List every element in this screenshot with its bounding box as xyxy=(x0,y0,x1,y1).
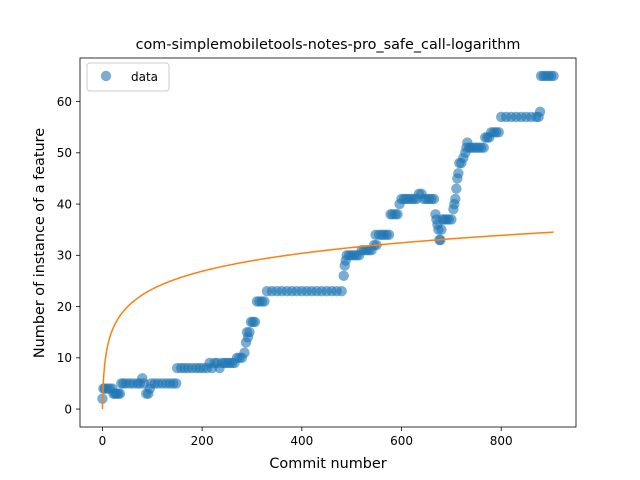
data-point-153 xyxy=(478,142,489,153)
data-point-81 xyxy=(336,285,347,297)
legend: data xyxy=(86,62,170,92)
data-point-140 xyxy=(453,168,464,179)
x-tick-label: 800 xyxy=(490,434,513,448)
data-point-107 xyxy=(392,209,403,220)
y-tick-label: 30 xyxy=(57,249,72,263)
legend-marker-data xyxy=(100,70,112,82)
y-tick-label: 10 xyxy=(57,351,72,365)
y-tick-label: 20 xyxy=(57,300,72,314)
legend-entry-data: data xyxy=(131,70,158,84)
data-point-10 xyxy=(114,388,126,399)
data-point-129 xyxy=(436,224,447,235)
x-tick-label: 0 xyxy=(99,434,107,448)
chart-title: com-simplemobiletools-notes-pro_safe_cal… xyxy=(136,37,521,53)
data-point-65 xyxy=(259,296,270,307)
data-point-137 xyxy=(450,193,461,205)
plot-frame xyxy=(79,57,577,428)
data-point-103 xyxy=(383,229,395,241)
data-point-138 xyxy=(451,183,462,194)
y-tick-label: 0 xyxy=(64,402,72,416)
data-point-82 xyxy=(338,270,349,282)
x-tick-label: 600 xyxy=(390,434,413,448)
data-point-58 xyxy=(244,326,255,338)
x-axis-label: Commit number xyxy=(269,456,386,472)
data-point-176 xyxy=(548,70,559,82)
y-tick-label: 60 xyxy=(57,95,72,109)
data-point-54 xyxy=(239,347,250,358)
y-axis-label: Number of instance of a feature xyxy=(32,128,48,358)
data-point-160 xyxy=(493,127,504,138)
data-point-134 xyxy=(446,214,457,225)
y-axis: 0 10 20 30 40 50 60 xyxy=(57,95,80,416)
data-point-30 xyxy=(171,378,182,389)
fit-line xyxy=(101,231,554,410)
y-tick-label: 50 xyxy=(57,146,72,160)
data-point-122 xyxy=(428,193,440,205)
x-axis: 0 200 400 600 800 xyxy=(99,427,513,448)
x-tick-label: 200 xyxy=(191,434,214,448)
data-point-170 xyxy=(534,106,546,118)
y-tick-label: 40 xyxy=(57,197,72,211)
legend-box xyxy=(86,62,170,92)
data-point-61 xyxy=(249,316,261,328)
plot-area xyxy=(97,70,559,410)
x-tick-label: 400 xyxy=(290,434,313,448)
